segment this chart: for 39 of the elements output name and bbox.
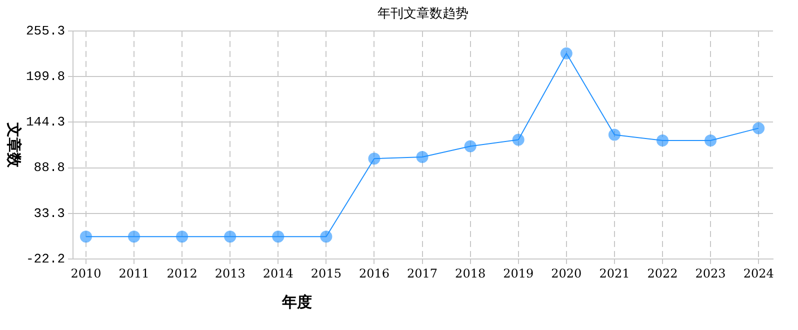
- x-tick-label: 2022: [647, 266, 678, 280]
- point: [560, 47, 572, 60]
- point: [656, 134, 668, 147]
- point: [752, 122, 765, 134]
- x-tick-label: 2019: [503, 266, 534, 280]
- x-tick-label: 2010: [70, 266, 102, 280]
- x-tick-label: 2012: [166, 266, 198, 280]
- x-tick-label: 2011: [118, 266, 150, 280]
- x-tick-label: 2023: [695, 266, 726, 280]
- y-tick-label: 144.3: [26, 114, 65, 130]
- x-tick-label: 2014: [262, 266, 294, 280]
- x-tick-label: 2020: [551, 266, 582, 280]
- point: [608, 128, 620, 141]
- x-tick-label: 2013: [214, 266, 246, 280]
- point: [80, 230, 92, 243]
- point: [368, 152, 380, 165]
- point: [320, 230, 332, 243]
- point: [224, 230, 236, 243]
- x-tick-label: 2018: [455, 266, 486, 280]
- y-tick-label: 33.3: [34, 206, 65, 221]
- point: [704, 134, 717, 147]
- chart-title: 年刊文章数趋势: [378, 6, 468, 22]
- y-tick-label: 199.8: [26, 69, 65, 84]
- point: [416, 150, 428, 163]
- x-tick-label: 2017: [407, 266, 438, 280]
- y-tick-label: 88.8: [34, 160, 65, 176]
- x-axis-title: 年度: [281, 292, 312, 311]
- point: [512, 134, 524, 146]
- x-tick-label: 2021: [599, 266, 630, 280]
- x-tick-label: 2016: [358, 266, 390, 280]
- x-tick-label: 2024: [743, 266, 774, 280]
- point: [128, 230, 140, 243]
- y-tick-label: -22.2: [26, 251, 65, 266]
- x-tick-label: 2015: [310, 266, 342, 280]
- y-tick-label: 255.3: [26, 23, 65, 38]
- point: [176, 230, 188, 243]
- point: [464, 140, 476, 152]
- point: [272, 230, 284, 243]
- y-axis-title: 文章数: [5, 122, 24, 168]
